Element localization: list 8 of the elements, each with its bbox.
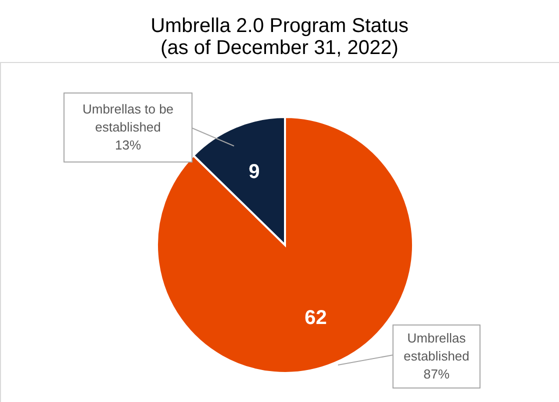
text: 87% xyxy=(423,366,450,382)
chart-subtitle: (as of December 31, 2022) xyxy=(160,37,398,59)
data-label: 62 xyxy=(304,307,327,330)
text: 13% xyxy=(114,138,142,152)
slice-label: Umbrellas to be established xyxy=(82,102,174,134)
chart-title: Umbrella 2.0 Program Status xyxy=(150,15,408,37)
slice-label: Umbrellas established xyxy=(404,330,470,364)
data-label: 9 xyxy=(248,160,260,183)
